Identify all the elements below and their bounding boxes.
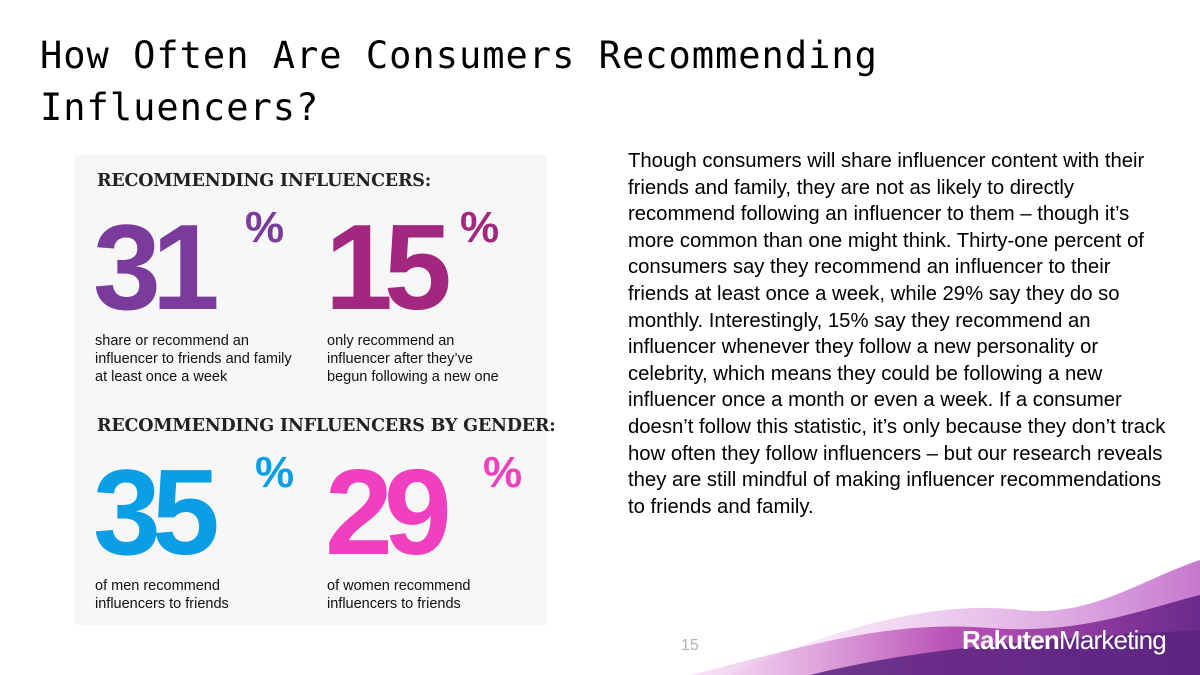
brand-wave-graphic — [690, 560, 1200, 675]
stat-value: 31 — [93, 199, 220, 335]
logo-marketing: Marketing — [1058, 625, 1167, 655]
infographic-panel: RECOMMENDING INFLUENCERS: 31 % share or … — [75, 155, 556, 625]
stat-caption: share or recommend an influencer to frie… — [95, 333, 292, 385]
section-heading-recommending: RECOMMENDING INFLUENCERS: — [97, 171, 431, 191]
percent-sign: % — [255, 448, 295, 497]
stat-women: 29 % of women recommend influencers to f… — [325, 444, 522, 613]
page-number: 15 — [681, 637, 699, 654]
body-paragraph: Though consumers will share influencer c… — [628, 150, 1166, 518]
stat-value: 15 — [325, 199, 452, 335]
rakuten-marketing-logo: RakutenMarketing — [962, 625, 1167, 656]
stat-caption: only recommend an influencer after they’… — [327, 333, 499, 385]
percent-sign: % — [460, 203, 500, 252]
stat-value: 29 — [325, 444, 452, 580]
slide-title: How Often Are Consumers Recommending Inf… — [40, 34, 878, 129]
stat-caption: of women recommend influencers to friend… — [327, 578, 471, 612]
logo-rakuten: Rakuten — [962, 625, 1060, 655]
stat-weekly-recommend: 31 % share or recommend an influencer to… — [93, 199, 292, 386]
percent-sign: % — [245, 203, 285, 252]
stat-caption: of men recommend influencers to friends — [95, 578, 229, 612]
percent-sign: % — [483, 448, 523, 497]
stat-value: 35 — [93, 444, 220, 580]
stat-new-follow-recommend: 15 % only recommend an influencer after … — [325, 199, 499, 386]
section-heading-by-gender: RECOMMENDING INFLUENCERS BY GENDER: — [97, 416, 556, 436]
stat-men: 35 % of men recommend influencers to fri… — [93, 444, 294, 613]
